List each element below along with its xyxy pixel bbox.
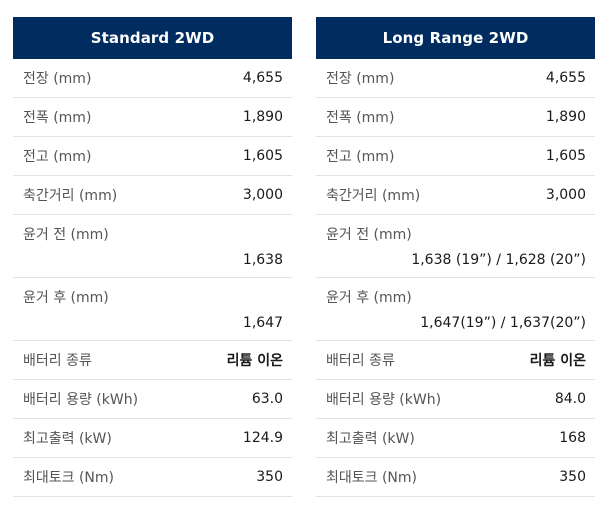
spec-value: 1,638	[242, 252, 283, 268]
spec-row-battery-type: 배터리 종류 리튬 이온	[316, 341, 595, 380]
spec-row-battery-type: 배터리 종류 리튬 이온	[13, 341, 292, 380]
spec-label: 전폭 (mm)	[326, 110, 395, 126]
spec-row-battery-capacity: 배터리 용량 (kWh) 84.0	[316, 380, 595, 419]
spec-row-rear-track: 윤거 후 (mm) 1,647(19”) / 1,637(20”)	[316, 278, 595, 341]
spec-label: 최고출력 (kW)	[23, 431, 112, 447]
spec-row-length: 전장 (mm) 4,655	[13, 59, 292, 98]
spec-row-rear-track: 윤거 후 (mm) 1,647	[13, 278, 292, 341]
spec-row-max-torque: 최대토크 (Nm) 350	[316, 458, 595, 497]
spec-value: 3,000	[242, 187, 283, 203]
spec-row-height: 전고 (mm) 1,605	[316, 137, 595, 176]
spec-value: 350	[559, 469, 586, 485]
spec-row-width: 전폭 (mm) 1,890	[316, 98, 595, 137]
table-header: Standard 2WD	[13, 17, 292, 59]
spec-label: 전장 (mm)	[23, 71, 92, 87]
spec-value: 1,605	[242, 148, 283, 164]
spec-value: 1,647(19”) / 1,637(20”)	[420, 315, 586, 331]
spec-row-height: 전고 (mm) 1,605	[13, 137, 292, 176]
spec-label: 윤거 후 (mm)	[23, 290, 109, 306]
spec-value: 1,890	[545, 109, 586, 125]
spec-row-front-track: 윤거 전 (mm) 1,638 (19”) / 1,628 (20”)	[316, 215, 595, 278]
spec-value: 1,890	[242, 109, 283, 125]
table-header: Long Range 2WD	[316, 17, 595, 59]
spec-table-long-range-2wd: Long Range 2WD 전장 (mm) 4,655 전폭 (mm) 1,8…	[316, 17, 595, 497]
spec-row-battery-capacity: 배터리 용량 (kWh) 63.0	[13, 380, 292, 419]
spec-value: 124.9	[242, 430, 283, 446]
spec-label: 축간거리 (mm)	[326, 188, 421, 204]
spec-value: 4,655	[545, 70, 586, 86]
spec-label: 윤거 전 (mm)	[326, 227, 412, 243]
spec-label: 윤거 전 (mm)	[23, 227, 109, 243]
spec-label: 축간거리 (mm)	[23, 188, 118, 204]
spec-row-length: 전장 (mm) 4,655	[316, 59, 595, 98]
spec-value: 168	[559, 430, 586, 446]
spec-label: 배터리 용량 (kWh)	[23, 392, 139, 408]
spec-value: 84.0	[554, 391, 586, 407]
spec-value: 350	[256, 469, 283, 485]
spec-value: 리튬 이온	[529, 353, 586, 369]
spec-label: 배터리 종류	[23, 353, 92, 369]
spec-value: 3,000	[545, 187, 586, 203]
spec-row-max-torque: 최대토크 (Nm) 350	[13, 458, 292, 497]
spec-label: 배터리 용량 (kWh)	[326, 392, 442, 408]
spec-row-wheelbase: 축간거리 (mm) 3,000	[13, 176, 292, 215]
spec-row-max-power: 최고출력 (kW) 124.9	[13, 419, 292, 458]
spec-label: 전고 (mm)	[23, 149, 92, 165]
spec-label: 최고출력 (kW)	[326, 431, 415, 447]
spec-table-standard-2wd: Standard 2WD 전장 (mm) 4,655 전폭 (mm) 1,890…	[13, 17, 292, 497]
spec-row-wheelbase: 축간거리 (mm) 3,000	[316, 176, 595, 215]
spec-label: 윤거 후 (mm)	[326, 290, 412, 306]
spec-label: 전고 (mm)	[326, 149, 395, 165]
spec-value: 1,647	[242, 315, 283, 331]
spec-value: 1,638 (19”) / 1,628 (20”)	[411, 252, 586, 268]
spec-value: 4,655	[242, 70, 283, 86]
spec-row-max-power: 최고출력 (kW) 168	[316, 419, 595, 458]
spec-label: 전폭 (mm)	[23, 110, 92, 126]
spec-label: 최대토크 (Nm)	[23, 470, 115, 486]
spec-label: 배터리 종류	[326, 353, 395, 369]
spec-row-front-track: 윤거 전 (mm) 1,638	[13, 215, 292, 278]
spec-value: 1,605	[545, 148, 586, 164]
spec-value: 리튬 이온	[226, 353, 283, 369]
spec-value: 63.0	[251, 391, 283, 407]
spec-row-width: 전폭 (mm) 1,890	[13, 98, 292, 137]
spec-label: 최대토크 (Nm)	[326, 470, 418, 486]
spec-label: 전장 (mm)	[326, 71, 395, 87]
